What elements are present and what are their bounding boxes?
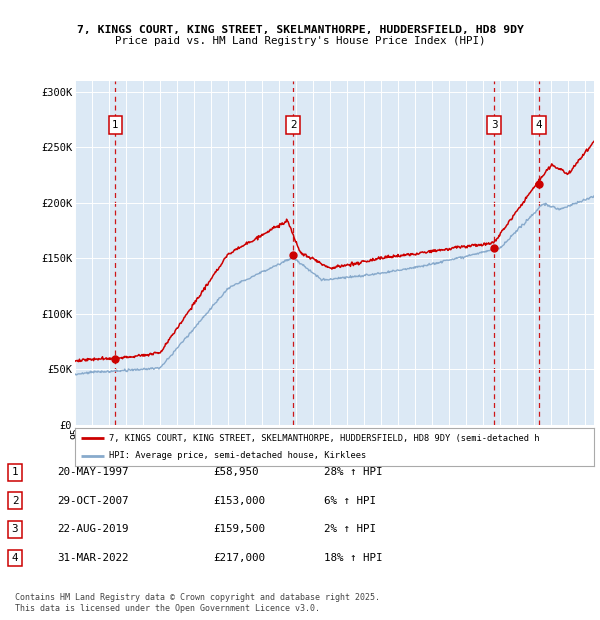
Text: 3: 3 <box>491 120 497 130</box>
Text: £159,500: £159,500 <box>213 525 265 534</box>
Text: 2% ↑ HPI: 2% ↑ HPI <box>324 525 376 534</box>
Text: 2: 2 <box>12 496 18 506</box>
Text: 4: 4 <box>535 120 542 130</box>
Text: 7, KINGS COURT, KING STREET, SKELMANTHORPE, HUDDERSFIELD, HD8 9DY: 7, KINGS COURT, KING STREET, SKELMANTHOR… <box>77 25 523 35</box>
Text: 2: 2 <box>290 120 296 130</box>
Text: 18% ↑ HPI: 18% ↑ HPI <box>324 553 383 563</box>
Text: 22-AUG-2019: 22-AUG-2019 <box>57 525 128 534</box>
Text: 29-OCT-2007: 29-OCT-2007 <box>57 496 128 506</box>
Text: £153,000: £153,000 <box>213 496 265 506</box>
Text: 1: 1 <box>112 120 119 130</box>
Text: £217,000: £217,000 <box>213 553 265 563</box>
Text: 28% ↑ HPI: 28% ↑ HPI <box>324 467 383 477</box>
Text: 20-MAY-1997: 20-MAY-1997 <box>57 467 128 477</box>
Text: 4: 4 <box>12 553 18 563</box>
Text: 3: 3 <box>12 525 18 534</box>
Text: 31-MAR-2022: 31-MAR-2022 <box>57 553 128 563</box>
Text: 1: 1 <box>12 467 18 477</box>
Text: £58,950: £58,950 <box>213 467 259 477</box>
Text: 7, KINGS COURT, KING STREET, SKELMANTHORPE, HUDDERSFIELD, HD8 9DY (semi-detached: 7, KINGS COURT, KING STREET, SKELMANTHOR… <box>109 433 539 443</box>
Text: Price paid vs. HM Land Registry's House Price Index (HPI): Price paid vs. HM Land Registry's House … <box>115 36 485 46</box>
Text: Contains HM Land Registry data © Crown copyright and database right 2025.
This d: Contains HM Land Registry data © Crown c… <box>15 593 380 613</box>
Text: HPI: Average price, semi-detached house, Kirklees: HPI: Average price, semi-detached house,… <box>109 451 366 461</box>
Text: 6% ↑ HPI: 6% ↑ HPI <box>324 496 376 506</box>
